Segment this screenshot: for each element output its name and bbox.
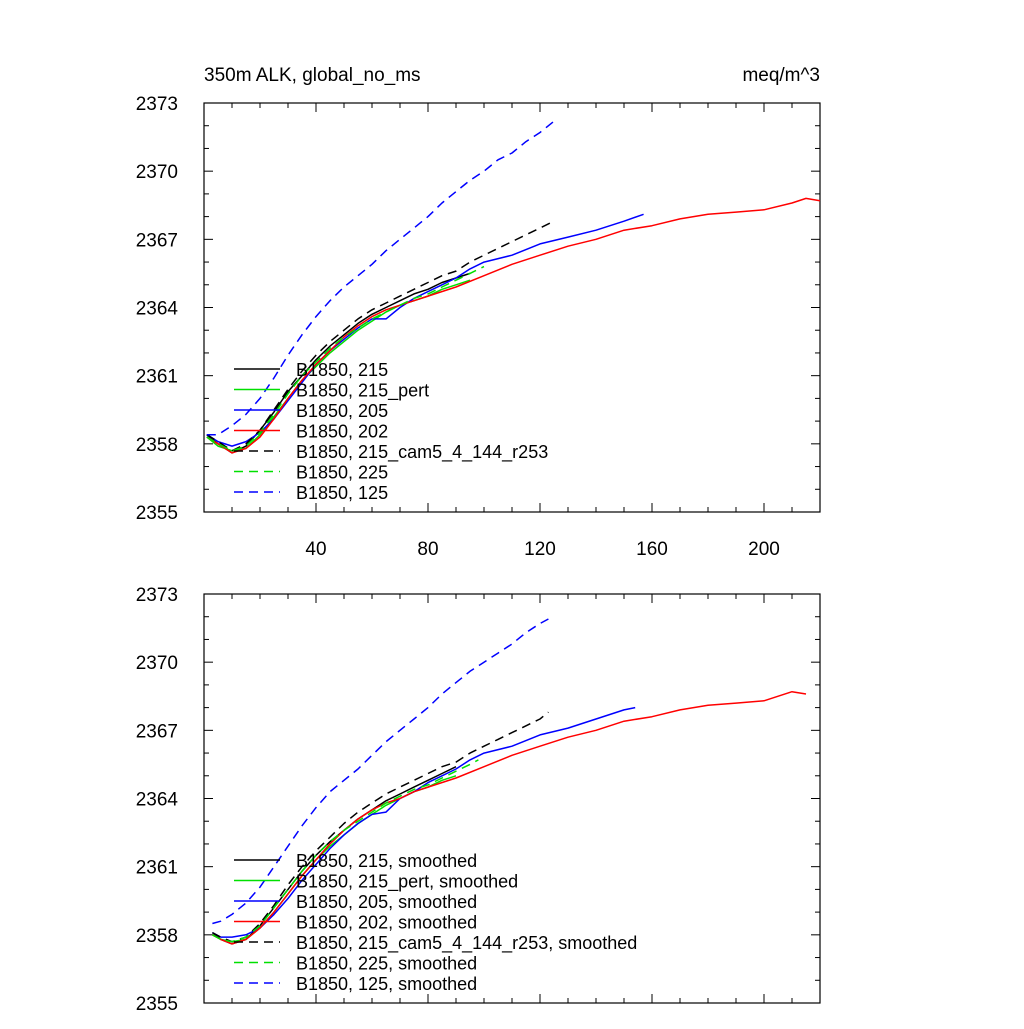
x-tick-label: 200 (748, 539, 780, 560)
y-tick-label: 2373 (136, 94, 178, 115)
y-tick-label: 2355 (136, 503, 178, 524)
y-tick-label: 2367 (136, 230, 178, 251)
series-line-6 (206, 265, 485, 452)
legend-label: B1850, 215_cam5_4_144_r253, smoothed (296, 933, 637, 954)
x-tick-label: 40 (305, 539, 326, 560)
units-label: meq/m^3 (742, 65, 820, 86)
plot-panel-2: 2355 2358 2361 2364 2367 2370 2373 B1850, 215, … (136, 585, 821, 1015)
y-tick-label: 2364 (136, 790, 179, 811)
legend-label: B1850, 215_pert (296, 381, 429, 402)
y-tick-label: 2370 (136, 162, 178, 183)
y-tick-label: 2361 (136, 858, 178, 879)
legend-label: B1850, 215_pert, smoothed (296, 872, 518, 893)
series-line-5 (206, 220, 555, 452)
y-tick-label: 2367 (136, 721, 178, 742)
y-tick-label: 2373 (136, 585, 178, 606)
x-tick-label: 160 (636, 539, 668, 560)
y-tick-label: 2361 (136, 367, 178, 388)
legend-label: B1850, 215, smoothed (296, 851, 477, 871)
y-tick-label: 2358 (136, 926, 178, 947)
y-tick-label: 2364 (136, 299, 179, 320)
legend-label: B1850, 125 (296, 483, 388, 503)
legend-label: B1850, 202 (296, 422, 388, 442)
y-tick-label: 2355 (136, 994, 178, 1015)
series-line-5 (212, 711, 549, 943)
series-line-3 (206, 213, 644, 447)
legend-label: B1850, 125, smoothed (296, 974, 477, 994)
y-tick-label: 2358 (136, 435, 178, 456)
series-line-6 (212, 759, 479, 943)
x-tick-label: 120 (524, 539, 556, 560)
legend-label: B1850, 225 (296, 463, 388, 483)
series-line-4 (206, 197, 821, 454)
series-line-7 (212, 618, 549, 925)
series-line-4 (212, 690, 807, 945)
legend-label: B1850, 205, smoothed (296, 892, 477, 912)
x-tick-label: 80 (417, 539, 438, 560)
legend-label: B1850, 205 (296, 401, 388, 421)
plot-panel-1: 2355 2358 2361 2364 2367 2370 2373 40 80 120 160 20… (136, 65, 821, 560)
legend-label: B1850, 202, smoothed (296, 913, 477, 933)
y-tick-label: 2370 (136, 653, 178, 674)
legend-label: B1850, 215_cam5_4_144_r253 (296, 442, 548, 463)
legend-label: B1850, 225, smoothed (296, 954, 477, 974)
legend-label: B1850, 215 (296, 360, 388, 380)
chart-title: 350m ALK, global_no_ms (204, 65, 421, 86)
